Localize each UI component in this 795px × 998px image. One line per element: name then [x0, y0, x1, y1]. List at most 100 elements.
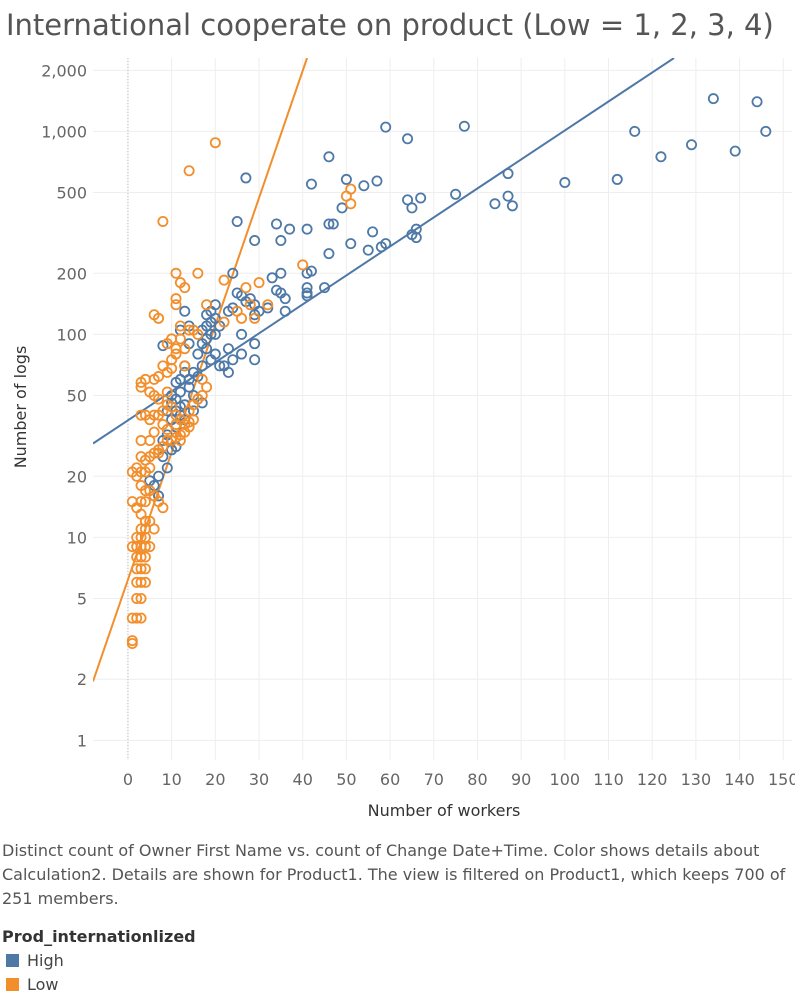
data-point-high[interactable] — [236, 328, 248, 340]
data-point-low[interactable] — [148, 523, 160, 535]
data-point-high[interactable] — [406, 202, 418, 214]
data-point-low[interactable] — [139, 563, 151, 575]
data-point-high[interactable] — [266, 272, 278, 284]
data-point-low[interactable] — [201, 299, 213, 311]
data-point-high[interactable] — [187, 366, 199, 378]
data-point-low[interactable] — [170, 299, 182, 311]
data-point-high[interactable] — [196, 360, 208, 372]
data-point-low[interactable] — [218, 274, 230, 286]
legend-item-low[interactable]: Low — [6, 975, 59, 994]
data-point-low[interactable] — [345, 183, 357, 195]
data-point-low[interactable] — [135, 451, 147, 463]
data-point-high[interactable] — [218, 360, 230, 372]
data-point-high[interactable] — [209, 328, 221, 340]
data-point-high[interactable] — [231, 215, 243, 227]
data-point-low[interactable] — [131, 592, 143, 604]
data-point-low[interactable] — [131, 541, 143, 553]
data-point-high[interactable] — [751, 96, 763, 108]
data-point-low[interactable] — [192, 328, 204, 340]
data-point-low[interactable] — [139, 576, 151, 588]
data-point-high[interactable] — [249, 235, 261, 247]
data-point-high[interactable] — [450, 188, 462, 200]
data-point-high[interactable] — [502, 190, 514, 202]
data-point-low[interactable] — [183, 324, 195, 336]
data-point-low[interactable] — [139, 409, 151, 421]
data-point-high[interactable] — [301, 282, 313, 294]
data-point-high[interactable] — [305, 265, 317, 277]
data-point-high[interactable] — [161, 462, 173, 474]
data-point-high[interactable] — [319, 282, 331, 294]
data-point-high[interactable] — [227, 267, 239, 279]
data-point-low[interactable] — [179, 282, 191, 294]
data-point-low[interactable] — [135, 576, 147, 588]
data-point-low[interactable] — [157, 502, 169, 514]
data-point-low[interactable] — [139, 496, 151, 508]
data-point-high[interactable] — [205, 328, 217, 340]
data-point-high[interactable] — [402, 194, 414, 206]
data-point-high[interactable] — [249, 354, 261, 366]
data-point-high[interactable] — [262, 302, 274, 314]
data-point-low[interactable] — [139, 466, 151, 478]
data-point-high[interactable] — [183, 381, 195, 393]
data-point-low[interactable] — [244, 299, 256, 311]
data-point-low[interactable] — [139, 551, 151, 563]
data-point-high[interactable] — [275, 235, 287, 247]
data-point-high[interactable] — [170, 376, 182, 388]
data-point-high[interactable] — [611, 173, 623, 185]
data-point-high[interactable] — [345, 238, 357, 250]
data-point-high[interactable] — [502, 168, 514, 180]
data-point-low[interactable] — [135, 563, 147, 575]
data-point-high[interactable] — [301, 290, 313, 302]
data-point-low[interactable] — [179, 343, 191, 355]
data-point-high[interactable] — [214, 360, 226, 372]
data-point-high[interactable] — [284, 223, 296, 235]
data-point-low[interactable] — [218, 316, 230, 328]
data-point-low[interactable] — [153, 393, 165, 405]
data-point-low[interactable] — [174, 320, 186, 332]
data-point-low[interactable] — [126, 635, 138, 647]
data-point-low[interactable] — [345, 198, 357, 210]
data-point-low[interactable] — [236, 312, 248, 324]
data-point-low[interactable] — [139, 485, 151, 497]
data-point-low[interactable] — [157, 215, 169, 227]
data-point-low[interactable] — [161, 386, 173, 398]
data-point-low[interactable] — [161, 338, 173, 350]
data-point-low[interactable] — [153, 312, 165, 324]
data-point-high[interactable] — [236, 290, 248, 302]
data-point-high[interactable] — [279, 293, 291, 305]
data-point-low[interactable] — [183, 165, 195, 177]
data-point-high[interactable] — [209, 348, 221, 360]
data-point-low[interactable] — [297, 259, 309, 271]
data-point-low[interactable] — [135, 409, 147, 421]
data-point-low[interactable] — [174, 333, 186, 345]
data-point-high[interactable] — [323, 151, 335, 163]
data-point-low[interactable] — [240, 282, 252, 294]
data-point-low[interactable] — [126, 541, 138, 553]
data-point-high[interactable] — [707, 93, 719, 105]
data-point-low[interactable] — [161, 423, 173, 435]
data-point-low[interactable] — [262, 299, 274, 311]
data-point-low[interactable] — [201, 381, 213, 393]
data-point-low[interactable] — [174, 435, 186, 447]
data-point-low[interactable] — [170, 418, 182, 430]
data-point-high[interactable] — [279, 305, 291, 317]
data-point-high[interactable] — [371, 175, 383, 187]
data-point-low[interactable] — [166, 362, 178, 374]
data-point-high[interactable] — [222, 343, 234, 355]
data-point-low[interactable] — [170, 293, 182, 305]
data-point-low[interactable] — [135, 381, 147, 393]
data-point-high[interactable] — [153, 490, 165, 502]
data-point-low[interactable] — [135, 376, 147, 388]
data-point-high[interactable] — [179, 305, 191, 317]
data-point-high[interactable] — [275, 267, 287, 279]
data-point-low[interactable] — [135, 551, 147, 563]
data-point-low[interactable] — [183, 405, 195, 417]
data-point-low[interactable] — [131, 462, 143, 474]
data-point-high[interactable] — [380, 121, 392, 133]
data-point-high[interactable] — [327, 218, 339, 230]
data-point-low[interactable] — [179, 360, 191, 372]
data-point-high[interactable] — [559, 177, 571, 189]
data-point-high[interactable] — [305, 178, 317, 190]
data-point-high[interactable] — [629, 125, 641, 137]
data-point-high[interactable] — [402, 133, 414, 145]
